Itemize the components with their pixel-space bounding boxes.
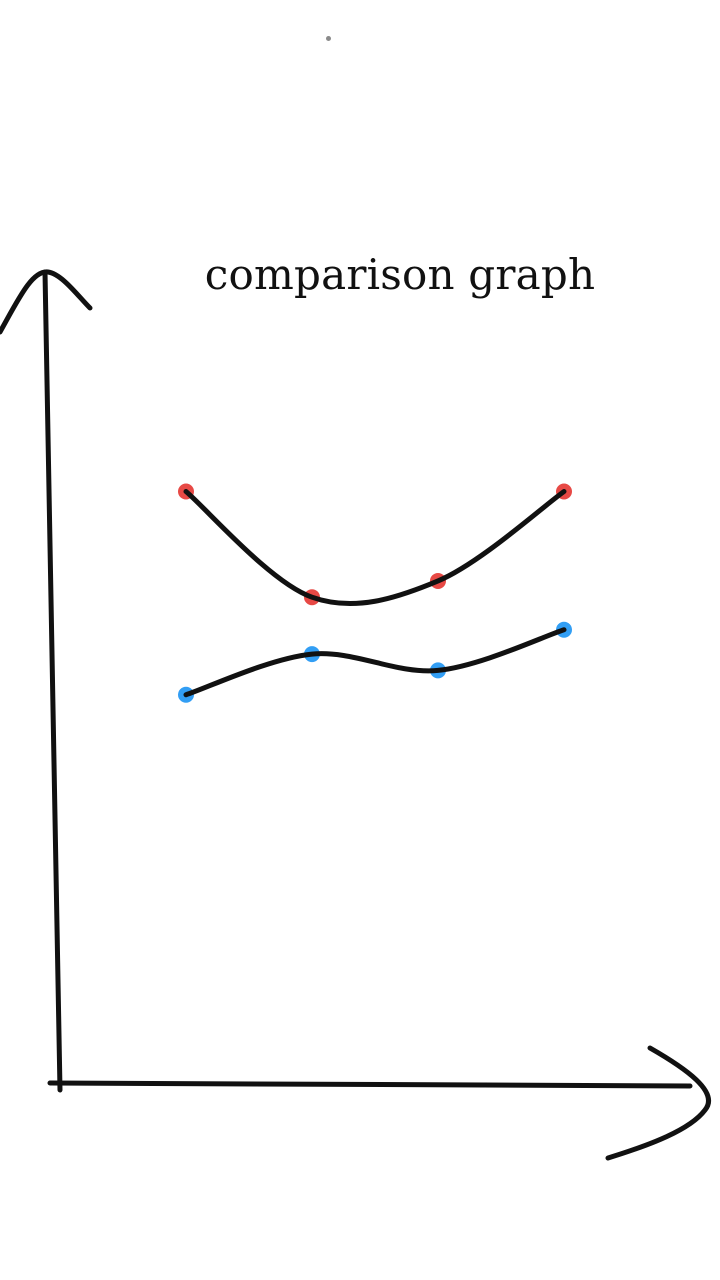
chart-axes (0, 269, 712, 1161)
x-axis-arrowhead (605, 1045, 712, 1161)
series-2-line (183, 627, 567, 698)
series-1-line (183, 489, 567, 607)
y-axis (42, 269, 63, 1093)
x-axis (47, 1080, 693, 1089)
y-axis-arrowhead (0, 269, 93, 335)
stray-dot (326, 36, 331, 41)
series-layer (178, 483, 572, 703)
chart-title: comparison graph (204, 250, 596, 299)
